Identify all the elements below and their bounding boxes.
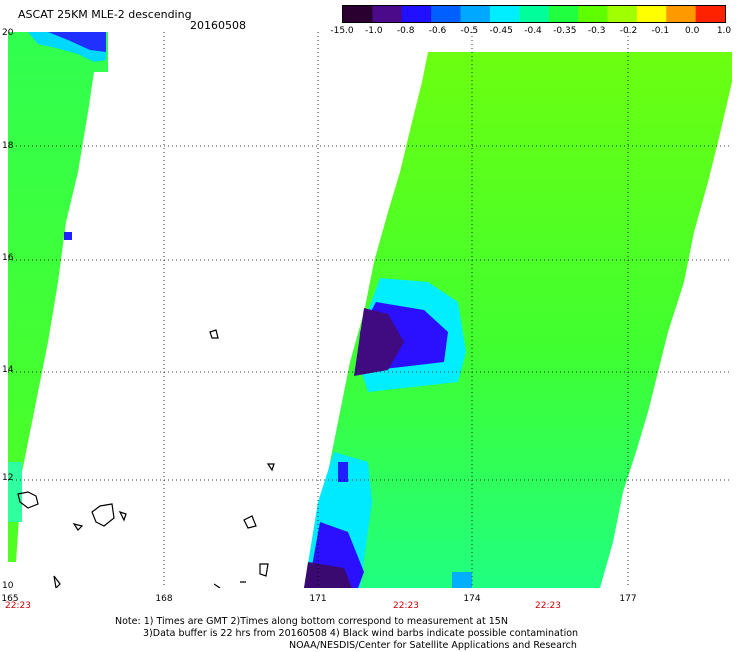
- y-label-16: 16: [2, 253, 14, 263]
- colorbar-tick-label: -15.0: [330, 26, 354, 36]
- colorbar-segment: [460, 6, 491, 22]
- map-date: 20160508: [190, 19, 246, 32]
- colorbar: [342, 5, 726, 23]
- right-swath: [304, 52, 732, 588]
- x-label-177: 177: [619, 594, 637, 604]
- colorbar-segment: [372, 6, 403, 22]
- colorbar-segment: [519, 6, 550, 22]
- island-outlines: [17, 329, 275, 588]
- notes: Note: 1) Times are GMT 2)Times along bot…: [115, 616, 578, 652]
- note-line-2: 3)Data buffer is 22 hrs from 20160508 4)…: [143, 628, 579, 639]
- time-label-2: 22:23: [393, 601, 419, 611]
- colorbar-segment: [578, 6, 608, 22]
- time-label-3: 22:23: [535, 601, 561, 611]
- colorbar-segment: [666, 6, 697, 22]
- colorbar-segment: [343, 6, 373, 22]
- y-label-18: 18: [2, 141, 14, 151]
- y-label-10: 10: [2, 581, 14, 591]
- grid-lines: [8, 32, 732, 588]
- y-label-20: 20: [2, 28, 14, 38]
- colorbar-tick-label: -0.3: [587, 26, 606, 36]
- colorbar-segment: [695, 6, 725, 22]
- colorbar-tick-label: 0.0: [684, 26, 700, 36]
- colorbar-tick-label: -0.4: [524, 26, 542, 36]
- map-plot-area: [8, 32, 732, 588]
- colorbar-tick-label: -1.0: [365, 26, 383, 36]
- colorbar-segment: [401, 6, 432, 22]
- x-label-174: 174: [463, 594, 481, 604]
- note-line-3: NOAA/NESDIS/Center for Satellite Applica…: [289, 640, 577, 651]
- x-label-168: 168: [155, 594, 173, 604]
- time-label-1: 22:23: [5, 601, 31, 611]
- colorbar-segment: [548, 6, 579, 22]
- left-swath: [8, 32, 108, 562]
- colorbar-tick-label: -0.1: [651, 26, 670, 36]
- y-label-12: 12: [2, 473, 14, 483]
- x-label-171: 171: [309, 594, 327, 604]
- colorbar-segment: [607, 6, 638, 22]
- colorbar-labels: -15.0 -1.0 -0.8 -0.6 -0.5 -0.45 -0.4 -0.35 -0.3 -…: [330, 26, 740, 38]
- x-label-165: 165: [1, 594, 19, 604]
- colorbar-tick-label: -0.5: [460, 26, 479, 36]
- map-title: ASCAT 25KM MLE-2 descending: [18, 8, 192, 21]
- colorbar-tick-label: -0.35: [553, 26, 577, 36]
- colorbar-tick-label: -0.2: [619, 26, 638, 36]
- colorbar-segment: [489, 6, 520, 22]
- colorbar-segment: [636, 6, 667, 22]
- colorbar-tick-label: -0.6: [428, 26, 447, 36]
- note-line-1: Note: 1) Times are GMT 2)Times along bot…: [115, 616, 508, 627]
- colorbar-tick-label: -0.8: [396, 26, 415, 36]
- colorbar-segment: [431, 6, 462, 22]
- colorbar-tick-label: 1.0: [716, 26, 732, 36]
- y-label-14: 14: [2, 365, 14, 375]
- colorbar-tick-label: -0.45: [489, 26, 513, 36]
